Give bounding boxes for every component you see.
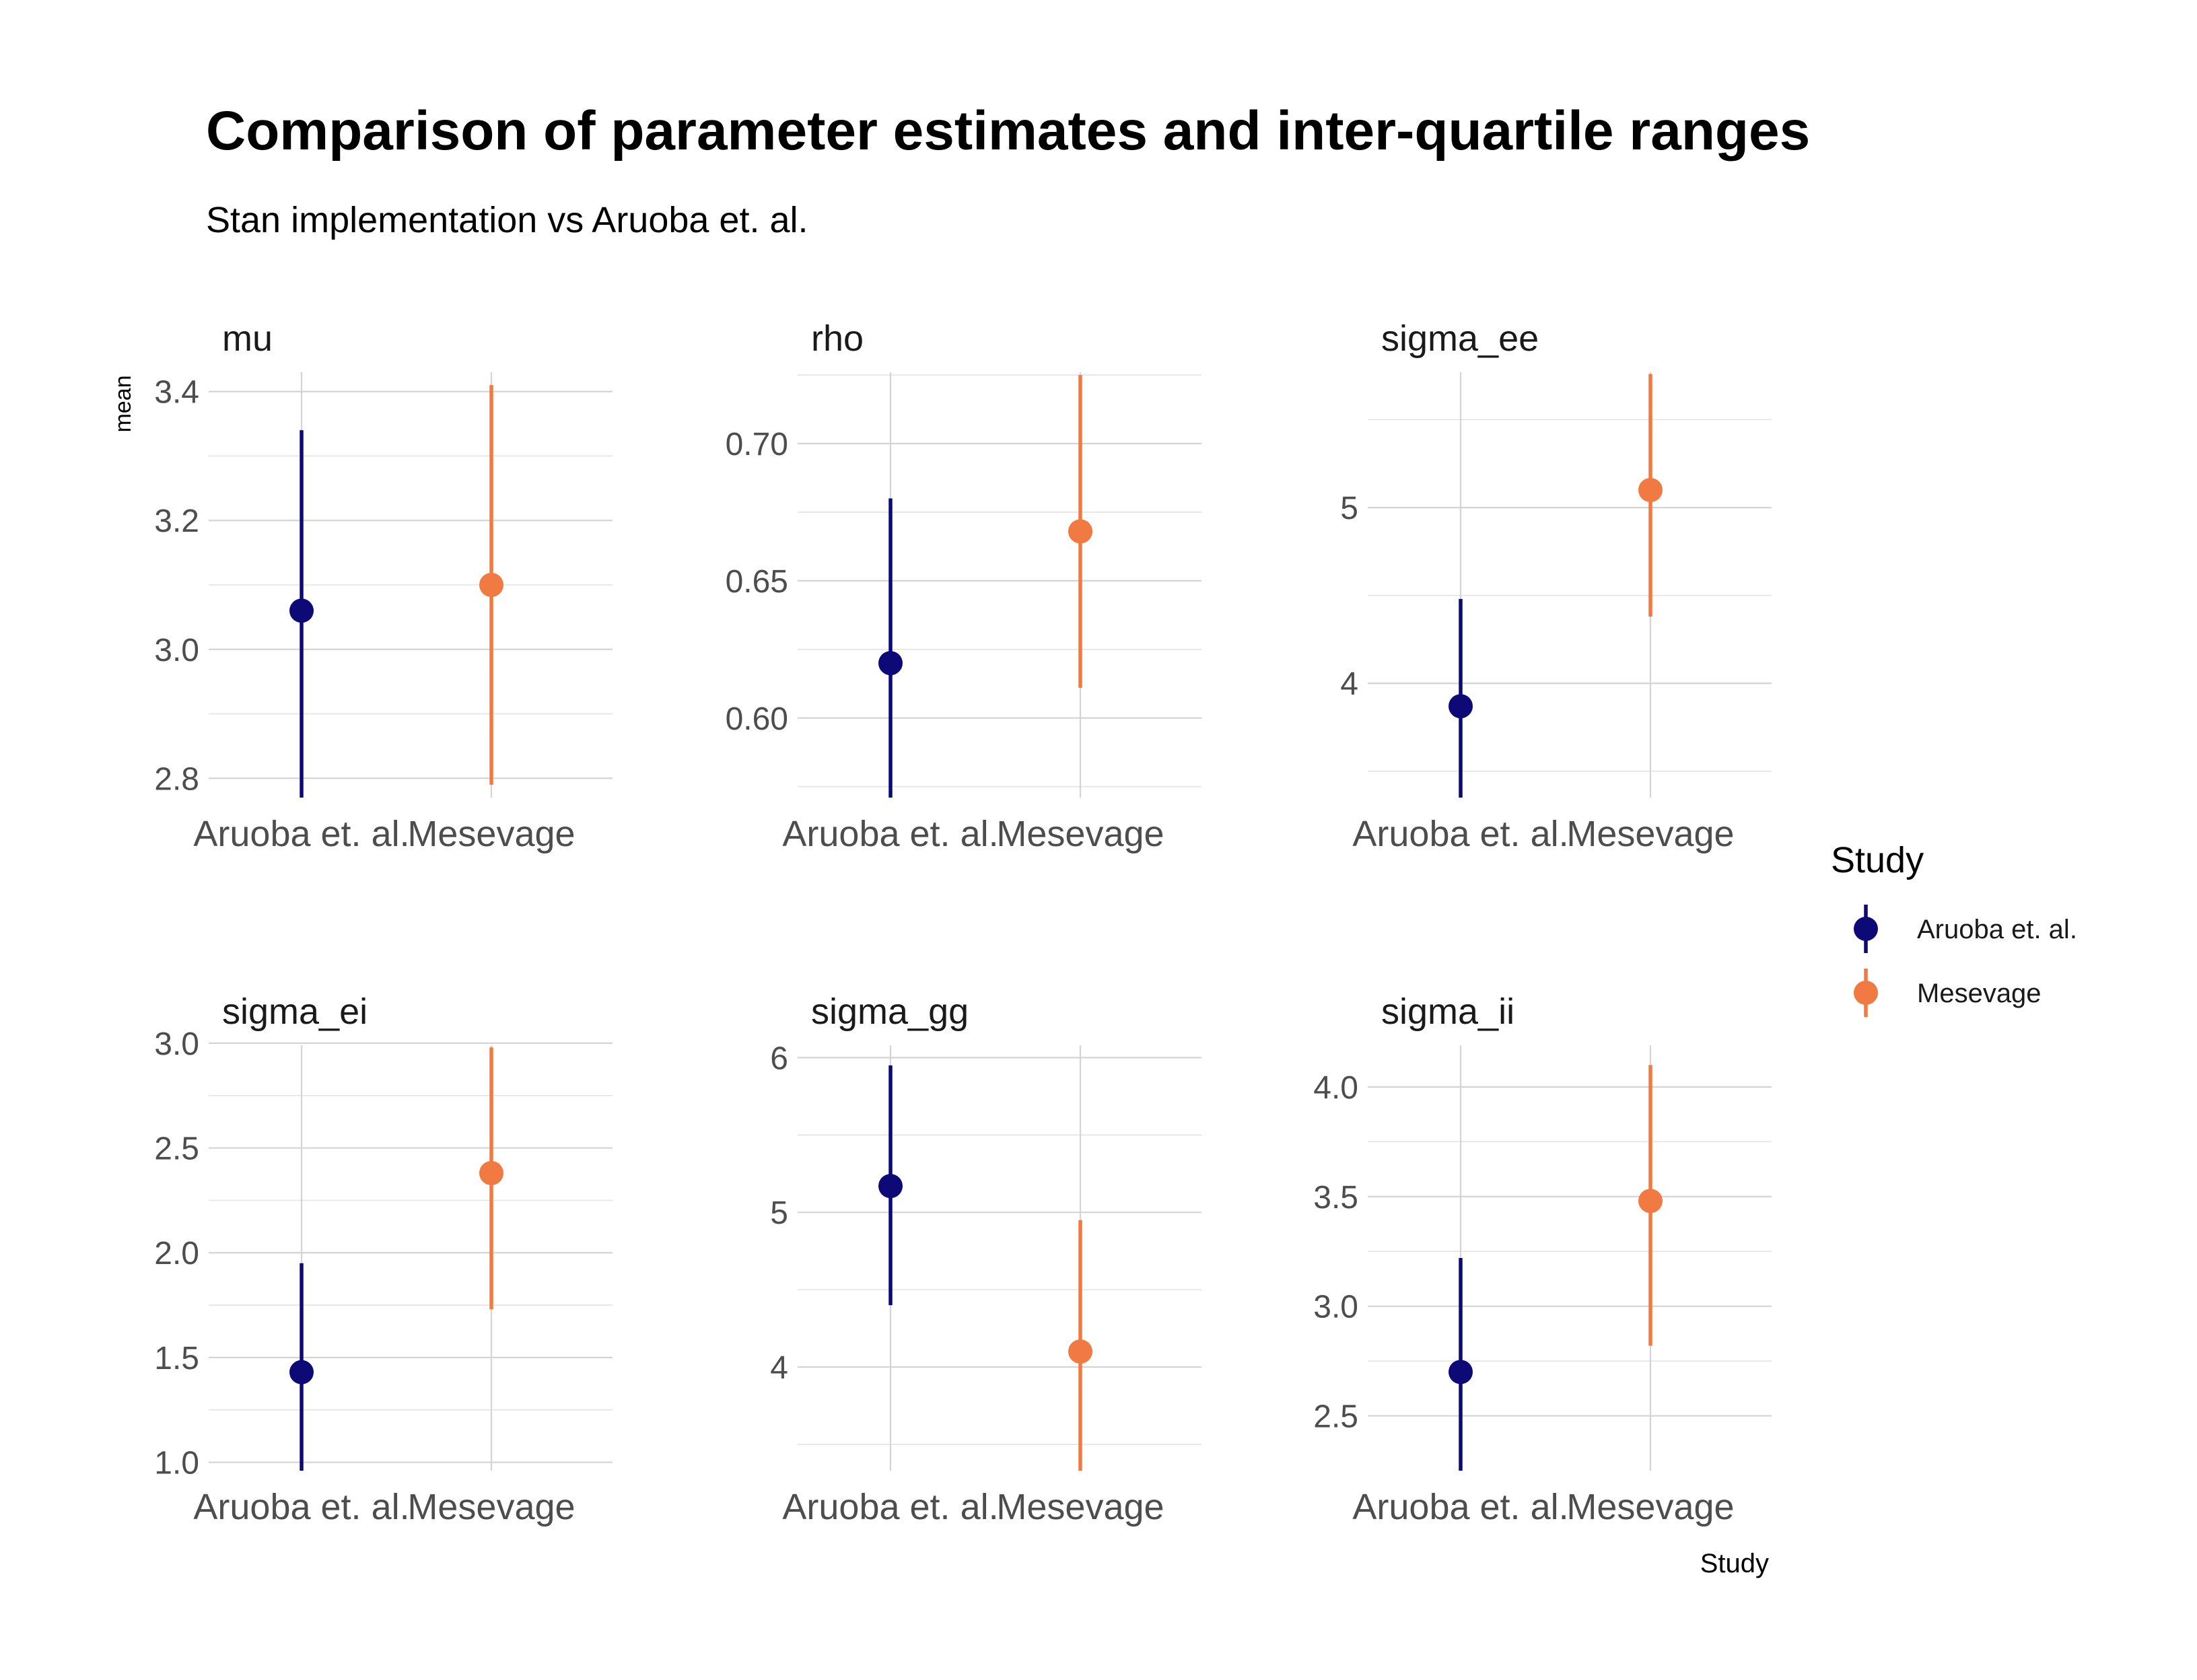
y-tick-label: 3.5: [1313, 1180, 1358, 1216]
y-tick-label: 2.5: [154, 1131, 199, 1167]
legend-title: Study: [1831, 840, 1924, 880]
y-axis-title: mean: [110, 375, 136, 432]
mean-point: [289, 598, 314, 623]
y-tick-label: 3.0: [154, 633, 199, 668]
y-tick-label: 0.60: [726, 701, 788, 737]
y-tick-label: 5: [1340, 491, 1358, 526]
x-tick-label: Aruoba et. al.: [782, 814, 998, 854]
y-tick-label: 2.5: [1313, 1399, 1358, 1435]
x-tick-label: Mesevage: [996, 814, 1164, 854]
y-tick-label: 3.4: [154, 375, 199, 411]
chart-title: Comparison of parameter estimates and in…: [206, 100, 1810, 162]
x-tick-label: Mesevage: [1566, 1487, 1734, 1527]
mean-point: [479, 1160, 503, 1185]
legend-key: [1854, 969, 1878, 1017]
chart-subtitle: Stan implementation vs Aruoba et. al.: [206, 200, 808, 240]
x-tick-label: Aruoba et. al.: [1352, 1487, 1568, 1527]
y-tick-label: 2.0: [154, 1236, 199, 1271]
y-tick-label: 5: [770, 1195, 788, 1231]
facet-strip-label: sigma_gg: [811, 991, 969, 1032]
mean-point: [1068, 519, 1092, 544]
mean-point: [479, 573, 503, 597]
legend-key: [1854, 905, 1878, 953]
facet-strip-label: sigma_ei: [222, 991, 368, 1032]
y-tick-label: 1.0: [154, 1446, 199, 1481]
y-tick-label: 0.70: [726, 427, 788, 462]
mean-point: [1449, 694, 1473, 719]
x-tick-label: Aruoba et. al.: [193, 814, 409, 854]
mean-point: [878, 1174, 903, 1199]
y-tick-label: 3.0: [1313, 1290, 1358, 1325]
x-tick-label: Mesevage: [1566, 814, 1734, 854]
panel-rho: 0.60 0.65 0.70 Aruoba et. al.Mesevage rho: [726, 318, 1201, 854]
panel-mu: 2.8 3.0 3.2 3.4 Aruoba et. al.Mesevage mu: [154, 318, 613, 854]
y-tick-label: 4: [770, 1350, 788, 1386]
y-tick-label: 1.5: [154, 1341, 199, 1376]
mean-point: [878, 651, 903, 676]
facet-strip-label: mu: [222, 318, 273, 359]
y-tick-label: 4: [1340, 666, 1358, 702]
panel-sigma_ee: 4 5 Aruoba et. al.Mesevage sigma_ee: [1340, 318, 1772, 854]
x-tick-label: Mesevage: [996, 1487, 1164, 1527]
legend: Study Aruoba et. al. Mesevage: [1831, 840, 2077, 1017]
legend-key-point: [1854, 917, 1878, 941]
facet-strip-label: sigma_ii: [1381, 991, 1514, 1032]
mean-point: [1068, 1339, 1092, 1364]
mean-point: [289, 1360, 314, 1385]
legend-label: Aruoba et. al.: [1917, 915, 2077, 944]
x-tick-label: Mesevage: [407, 814, 575, 854]
y-tick-label: 6: [770, 1041, 788, 1076]
x-tick-label: Aruoba et. al.: [193, 1487, 409, 1527]
facet-strip-label: rho: [811, 318, 864, 359]
mean-point: [1449, 1360, 1473, 1385]
panel-sigma_ii: 2.5 3.0 3.5 4.0 Aruoba et. al.Mesevage sigma_…: [1313, 991, 1772, 1527]
x-tick-label: Mesevage: [407, 1487, 575, 1527]
mean-point: [1638, 477, 1663, 502]
y-tick-label: 0.65: [726, 564, 788, 600]
facet-strip-label: sigma_ee: [1381, 318, 1539, 359]
y-tick-label: 3.2: [154, 503, 199, 539]
panel-sigma_gg: 4 5 6 Aruoba et. al.Mesevage sigma_gg: [770, 991, 1201, 1527]
y-tick-label: 3.0: [154, 1026, 199, 1062]
y-tick-label: 2.8: [154, 761, 199, 797]
panel-sigma_ei: 1.0 1.5 2.0 2.5 3.0 Aruoba et. al.Mesevage sig…: [154, 991, 613, 1527]
legend-key-point: [1854, 981, 1878, 1005]
legend-label: Mesevage: [1917, 979, 2042, 1008]
x-axis-title: Study: [1700, 1549, 1769, 1578]
x-tick-label: Aruoba et. al.: [1352, 814, 1568, 854]
y-tick-label: 4.0: [1313, 1070, 1358, 1106]
x-tick-label: Aruoba et. al.: [782, 1487, 998, 1527]
mean-point: [1638, 1189, 1663, 1214]
